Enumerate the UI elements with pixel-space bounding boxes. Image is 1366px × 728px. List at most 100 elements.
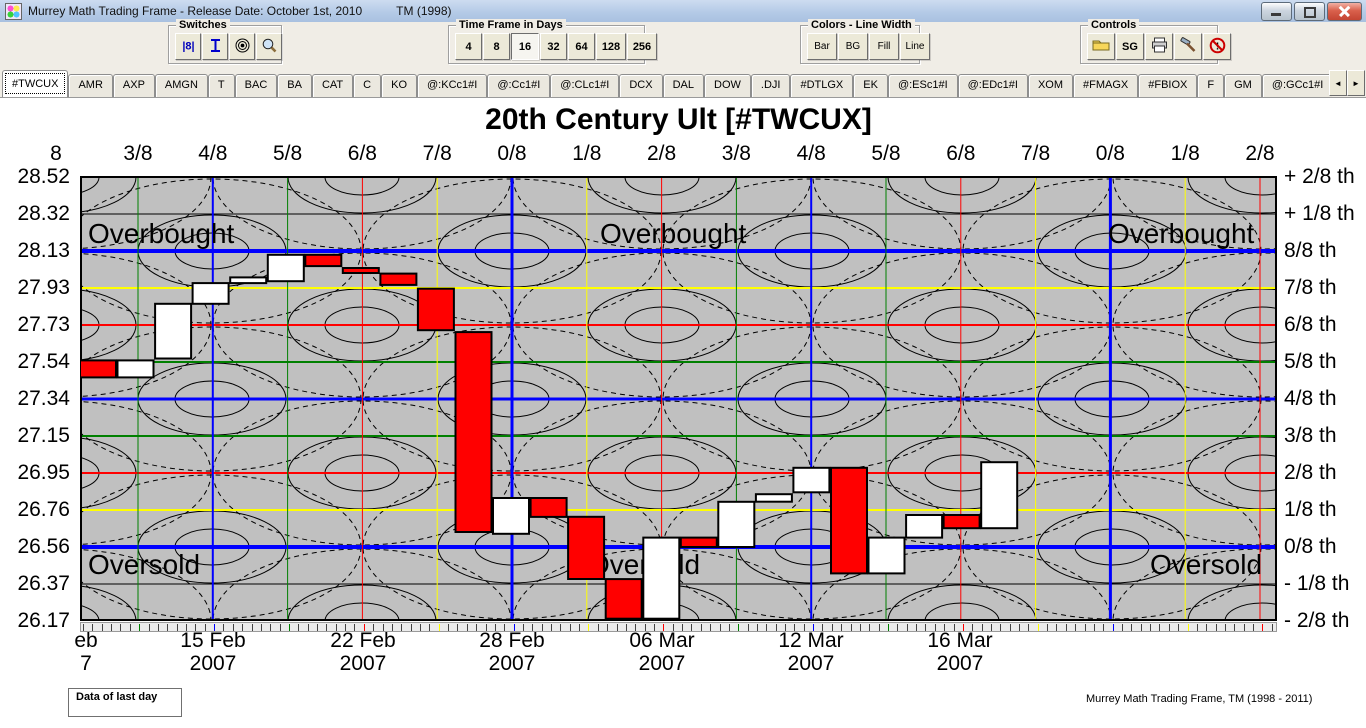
toolbar-button-4[interactable]: 4 [455,33,482,60]
toolbar-button-folder[interactable] [1087,33,1115,60]
candle-down [379,272,418,286]
toolbar-button-line[interactable]: Line [900,33,930,60]
tab-dow[interactable]: DOW [704,74,751,97]
target-icon [234,37,251,57]
day-tick [279,624,281,631]
toolbar-button-sg[interactable]: SG [1116,33,1144,60]
tab-gcc1-i[interactable]: @:GCc1#I [1261,74,1332,97]
tab-c[interactable]: C [353,74,382,97]
tab-dal[interactable]: DAL [662,74,704,97]
toolbar-button-printer[interactable] [1145,33,1173,60]
day-tick [420,624,421,631]
day-tick [906,624,908,631]
toolbar-button-ibeam[interactable] [202,33,228,60]
close-button[interactable] [1327,2,1362,21]
day-tick [157,624,159,631]
tab-twcux[interactable]: #TWCUX [2,70,69,97]
tab-bar: #TWCUX AMR AXP AMGN T BAC BA CAT C KO @:KCc1#I @:Cc… [2,70,1332,97]
tab-dcx[interactable]: DCX [619,74,663,97]
tab-cat[interactable]: CAT [311,74,354,97]
day-tick [1187,624,1189,631]
day-tick [139,624,141,631]
day-tick [747,624,749,631]
top-axis-label: 2/8 [646,142,677,165]
day-tick [438,624,440,631]
toolbar-button-32[interactable]: 32 [540,33,567,60]
day-tick [242,624,244,631]
zone-label-oversold: Oversold [88,549,200,580]
tab-dji[interactable]: .DJI [750,74,791,97]
tab-edc1-i[interactable]: @:EDc1#I [957,74,1028,97]
day-tick [326,624,328,631]
day-tick [803,624,805,631]
toolbar-button-bars-8[interactable]: |8| [175,33,201,60]
tab-clc1-i[interactable]: @:CLc1#I [550,74,620,97]
tab-xom[interactable]: XOM [1027,74,1073,97]
day-tick [111,624,113,631]
inner-ellipse [1224,602,1277,621]
price-axis-label: 27.54 [17,350,70,373]
tab-gm[interactable]: GM [1224,74,1262,97]
toolbar-button-8[interactable]: 8 [483,33,510,60]
toolbar-button-256[interactable]: 256 [627,33,657,60]
day-tick [129,624,131,631]
date-axis-label: 22 Feb 2007 [330,629,396,675]
tab-ba[interactable]: BA [277,74,312,97]
date-axis-label: 06 Mar 2007 [629,629,695,675]
top-axis-label: 6/8 [347,142,377,165]
tab-esc1-i[interactable]: @:ESc1#I [887,74,958,97]
day-tick [635,624,637,631]
tab-axp[interactable]: AXP [112,74,155,97]
day-tick [897,624,899,631]
toolbar-button-fill[interactable]: Fill [869,33,899,60]
day-tick [813,624,815,631]
day-tick [335,624,337,631]
day-tick [588,624,590,631]
day-tick [120,624,122,631]
day-tick [541,624,543,631]
tab-cc1-i[interactable]: @:Cc1#I [487,74,551,97]
day-tick [186,624,187,631]
tab-fbiox[interactable]: #FBIOX [1138,74,1198,97]
top-axis-label: 1/8 [1170,142,1200,165]
tab-fmagx[interactable]: #FMAGX [1073,74,1139,97]
toolbar-button-target[interactable] [229,33,255,60]
restore-button[interactable] [1294,2,1325,21]
tab-scroll-right-button[interactable]: ► [1347,70,1365,96]
toolbar-button-64[interactable]: 64 [568,33,595,60]
toolbar-button-tools[interactable] [1174,33,1202,60]
minimize-button[interactable] [1261,2,1292,21]
day-tick [878,624,880,631]
day-tick [1253,624,1254,631]
toolbar-button-bar[interactable]: Bar [807,33,837,60]
tab-f[interactable]: F [1197,74,1225,97]
day-tick [373,624,375,631]
tab-scroll-left-button[interactable]: ◄ [1329,70,1347,96]
day-tick [504,624,506,631]
toolbar-button-no-entry[interactable]: ! [1203,33,1231,60]
toolbar-button-magnifier[interactable] [256,33,282,60]
price-axis-label: 26.95 [17,461,70,484]
tab-dtlgx[interactable]: #DTLGX [790,74,854,97]
day-tick [962,624,964,631]
tab-amr[interactable]: AMR [68,74,113,97]
tab-ek[interactable]: EK [853,74,888,97]
tab-kcc1-i[interactable]: @:KCc1#I [417,74,488,97]
day-tick [448,624,449,631]
day-tick [972,624,974,631]
window-title: Murrey Math Trading Frame - Release Date… [28,4,363,18]
day-tick [944,624,946,631]
toolbar-button-bg[interactable]: BG [838,33,868,60]
toolbar-button-128[interactable]: 128 [596,33,626,60]
day-tick [270,624,272,631]
tab-t[interactable]: T [207,74,235,97]
tab-ko[interactable]: KO [381,74,418,97]
tab-bac[interactable]: BAC [234,74,278,97]
top-axis-label: 4/8 [796,142,826,165]
printer-icon [1150,37,1169,56]
day-tick [195,624,197,631]
day-tick [569,624,571,631]
murrey-axis-label: 6/8 th [1284,313,1337,336]
toolbar-button-16[interactable]: 16 [511,33,539,60]
tab-amgn[interactable]: AMGN [154,74,208,97]
